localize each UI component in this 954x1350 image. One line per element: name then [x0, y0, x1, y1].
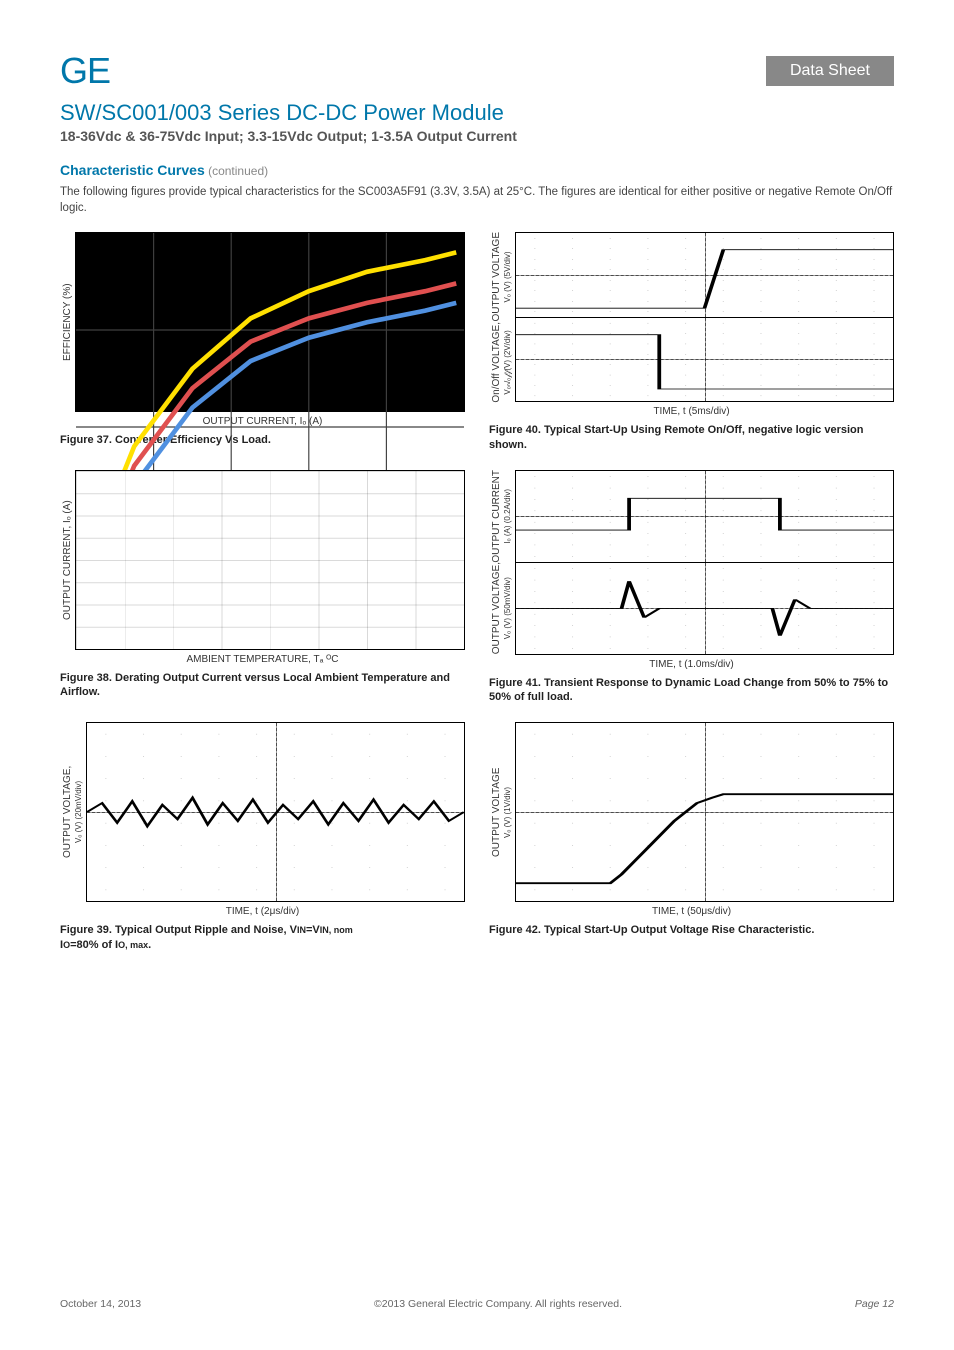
section-title: Characteristic Curves — [60, 162, 205, 178]
section-continued: (continued) — [205, 164, 268, 178]
intro-text: The following figures provide typical ch… — [60, 184, 894, 216]
fig39-ylabel: OUTPUT VOLTAGE,Vₒ (V) (20mV/div) — [60, 722, 86, 902]
fig37-ylabel: EFFICIENCY (%) — [60, 232, 75, 412]
figure-38: OUTPUT CURRENT, Iₒ (A) AMBIENT TEMPERATU… — [60, 470, 465, 704]
fig39-plot — [86, 722, 465, 902]
footer-copyright: ©2013 General Electric Company. All righ… — [374, 1298, 622, 1310]
figure-42: OUTPUT VOLTAGEVₒ (V) (1V/div) TIME, t (5… — [489, 722, 894, 952]
figure-grid: EFFICIENCY (%) OUTPUT CURRENT, Iₒ (A) Fi… — [60, 232, 894, 952]
footer-date: October 14, 2013 — [60, 1298, 141, 1310]
fig40-xlabel: TIME, t (5ms/div) — [489, 406, 894, 417]
footer-page: Page 12 — [855, 1298, 894, 1310]
fig42-xlabel: TIME, t (50μs/div) — [489, 906, 894, 917]
fig42-caption: Figure 42. Typical Start-Up Output Volta… — [489, 923, 894, 937]
fig40-caption: Figure 40. Typical Start-Up Using Remote… — [489, 423, 894, 452]
section-heading: Characteristic Curves (continued) — [60, 162, 894, 178]
fig37-plot — [75, 232, 465, 412]
fig41-ylabel-top: OUTPUT CURRENTIₒ (A) (0.2A/div) — [489, 470, 515, 563]
fig41-plot — [515, 470, 894, 655]
figure-41: OUTPUT CURRENTIₒ (A) (0.2A/div) OUTPUT V… — [489, 470, 894, 704]
fig41-ylabel-bot: OUTPUT VOLTAGE,Vₒ (V) (50mV/div) — [489, 562, 515, 654]
fig38-plot — [75, 470, 465, 650]
fig41-xlabel: TIME, t (1.0ms/div) — [489, 659, 894, 670]
ge-logo: GE — [60, 50, 110, 92]
footer: October 14, 2013 ©2013 General Electric … — [60, 1298, 894, 1310]
fig40-ylabel-bot: On/Off VOLTAGE,Vₒₙ/ₒ𝒻𝒻(V) (2V/div) — [489, 322, 515, 403]
fig38-ylabel: OUTPUT CURRENT, Iₒ (A) — [60, 470, 75, 650]
figure-40: OUTPUT VOLTAGEVₒ (V) (5V/div) On/Off VOL… — [489, 232, 894, 452]
fig38-caption: Figure 38. Derating Output Current versu… — [60, 671, 465, 700]
page-subtitle: 18-36Vdc & 36-75Vdc Input; 3.3-15Vdc Out… — [60, 128, 894, 144]
fig41-caption: Figure 41. Transient Response to Dynamic… — [489, 676, 894, 705]
figure-37: EFFICIENCY (%) OUTPUT CURRENT, Iₒ (A) Fi… — [60, 232, 465, 452]
fig40-ylabel-top: OUTPUT VOLTAGEVₒ (V) (5V/div) — [489, 232, 515, 321]
fig42-ylabel: OUTPUT VOLTAGEVₒ (V) (1V/div) — [489, 722, 515, 902]
fig40-plot — [515, 232, 894, 402]
header: GE Data Sheet — [60, 50, 894, 92]
page-title: SW/SC001/003 Series DC-DC Power Module — [60, 100, 894, 126]
figure-39: OUTPUT VOLTAGE,Vₒ (V) (20mV/div) TIME, t… — [60, 722, 465, 952]
fig38-xlabel: AMBIENT TEMPERATURE, Tₐ ᴼC — [60, 654, 465, 665]
fig39-caption: Figure 39. Typical Output Ripple and Noi… — [60, 923, 465, 952]
datasheet-tab: Data Sheet — [766, 56, 894, 86]
fig42-plot — [515, 722, 894, 902]
fig39-xlabel: TIME, t (2μs/div) — [60, 906, 465, 917]
